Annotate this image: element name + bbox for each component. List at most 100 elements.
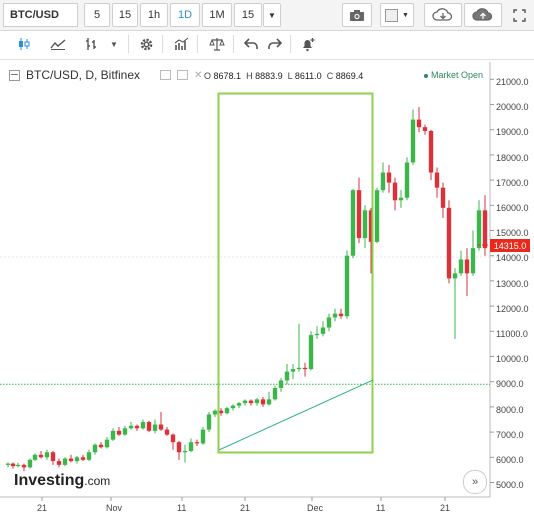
redo-icon xyxy=(268,38,282,49)
price-chart[interactable] xyxy=(0,60,534,517)
bullish-candle xyxy=(200,429,206,444)
settings-button[interactable] xyxy=(135,33,157,55)
bearish-candle xyxy=(482,210,488,249)
interval-1m-button[interactable]: 1M xyxy=(202,3,232,27)
indicators-button[interactable] xyxy=(170,33,192,55)
bearish-candle xyxy=(356,190,362,239)
chart-type-dropdown[interactable]: ▼ xyxy=(106,33,122,55)
redo-button[interactable] xyxy=(264,33,286,55)
bearish-candle xyxy=(116,430,122,435)
bullish-candle xyxy=(5,463,11,465)
interval-15-extra-button[interactable]: 15 xyxy=(234,3,262,27)
bearish-candle xyxy=(422,127,428,131)
screenshot-button[interactable] xyxy=(342,3,372,27)
bullish-candle xyxy=(266,399,272,405)
series-title: BTC/USD, D, Bitfinex xyxy=(26,68,141,82)
bullish-candle xyxy=(206,414,212,430)
toolbar-divider xyxy=(197,35,198,53)
color-swatch-icon xyxy=(385,8,399,22)
bearish-candle xyxy=(368,210,374,242)
bullish-candle xyxy=(344,255,350,317)
bearish-candle xyxy=(21,464,27,468)
ohlc-bars-icon xyxy=(86,38,96,50)
alert-icon xyxy=(302,37,314,51)
scroll-to-latest-button[interactable]: » xyxy=(463,470,487,494)
y-axis-label: 17000.0 xyxy=(496,177,529,188)
y-axis-label: 10000.0 xyxy=(496,354,529,365)
market-status: Market Open xyxy=(424,70,483,80)
bullish-candle xyxy=(320,327,326,334)
indicators-icon xyxy=(174,37,189,50)
bullish-candle xyxy=(452,273,458,279)
y-axis-label: 19000.0 xyxy=(496,127,529,138)
bullish-candle xyxy=(470,248,476,274)
x-axis-label: Dec xyxy=(307,503,324,513)
bearish-candle xyxy=(446,207,452,279)
series-remove-icon[interactable]: ✕ xyxy=(194,69,203,81)
load-chart-button[interactable] xyxy=(424,3,462,27)
bullish-candle xyxy=(44,452,50,458)
bullish-candle xyxy=(284,371,290,381)
bearish-candle xyxy=(38,454,44,458)
bearish-candle xyxy=(134,425,140,429)
bullish-candle xyxy=(152,424,158,431)
bearish-candle xyxy=(392,182,398,201)
bearish-candle xyxy=(10,463,16,467)
bullish-candle xyxy=(62,458,68,465)
compare-icon xyxy=(209,38,225,51)
interval-dropdown-button[interactable]: ▼ xyxy=(263,3,281,27)
logo-main-text: Investing xyxy=(14,472,85,489)
bullish-candle xyxy=(212,410,218,415)
bullish-candle xyxy=(308,335,314,370)
bearish-candle xyxy=(386,172,392,183)
bullish-candle xyxy=(27,459,33,468)
interval-15-button[interactable]: 15 xyxy=(112,3,138,27)
bearish-candle xyxy=(302,367,308,370)
low-value: 8611.0 xyxy=(294,71,322,81)
undo-button[interactable] xyxy=(240,33,262,55)
trend-line-drawing xyxy=(218,379,374,451)
color-picker-button[interactable]: ▼ xyxy=(380,3,414,27)
bullish-candle xyxy=(476,210,482,249)
x-axis-label: 11 xyxy=(376,503,386,513)
interval-5-button[interactable]: 5 xyxy=(84,3,110,27)
bullish-candle xyxy=(314,333,320,336)
bearish-candle xyxy=(194,442,200,444)
y-axis-label: 5000.0 xyxy=(496,480,524,491)
symbol-input[interactable]: BTC/USD xyxy=(3,3,78,27)
bullish-candle xyxy=(230,405,236,409)
toolbar-divider xyxy=(233,35,234,53)
bars-chart-button[interactable] xyxy=(80,33,102,55)
bullish-candle xyxy=(350,190,356,256)
candles-button[interactable] xyxy=(13,33,35,55)
close-value: 8869.4 xyxy=(335,71,364,81)
bullish-candle xyxy=(272,388,278,400)
interval-1d-button[interactable]: 1D xyxy=(170,3,200,27)
rectangle-drawing xyxy=(217,92,374,454)
fullscreen-icon xyxy=(512,8,526,22)
cloud-upload-icon xyxy=(472,8,493,21)
save-chart-button[interactable] xyxy=(464,3,502,27)
compare-button[interactable] xyxy=(206,33,228,55)
line-chart-button[interactable] xyxy=(47,33,69,55)
bullish-candle xyxy=(110,430,116,440)
logo-suffix-text: .com xyxy=(84,474,111,488)
y-axis-label: 11000.0 xyxy=(496,329,528,339)
line-chart-icon xyxy=(50,39,66,50)
series-visibility-icon[interactable] xyxy=(160,70,172,80)
alert-button[interactable] xyxy=(296,33,318,55)
legend-collapse-icon[interactable] xyxy=(9,69,20,81)
bullish-candle xyxy=(374,190,380,242)
y-axis-label: 12000.0 xyxy=(496,303,529,314)
bearish-candle xyxy=(248,400,254,404)
camera-icon xyxy=(350,9,364,21)
y-axis-label: 15000.0 xyxy=(496,228,529,239)
fullscreen-button[interactable] xyxy=(508,3,530,27)
bullish-candle xyxy=(290,369,296,372)
y-axis-label: 13000.0 xyxy=(496,278,529,289)
x-axis-label: 21 xyxy=(240,503,251,513)
cloud-download-icon xyxy=(432,8,453,21)
interval-1h-button[interactable]: 1h xyxy=(140,3,168,27)
bullish-candle xyxy=(224,408,230,414)
series-settings-icon[interactable] xyxy=(177,70,189,80)
